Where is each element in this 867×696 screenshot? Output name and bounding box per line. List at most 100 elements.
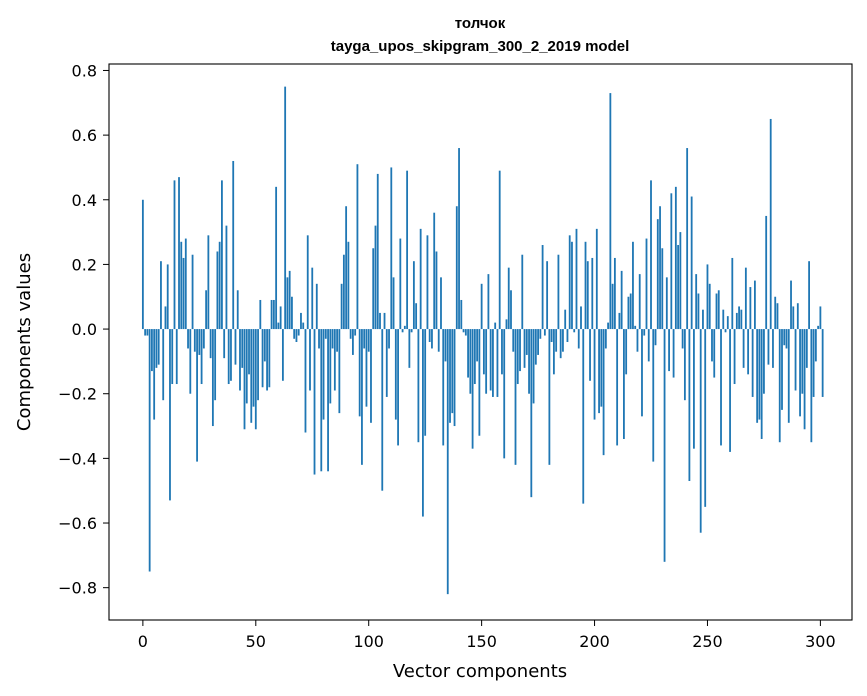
- bar: [688, 329, 691, 481]
- bar: [374, 225, 377, 330]
- bar: [329, 329, 332, 404]
- bar: [363, 329, 366, 349]
- bar: [751, 329, 754, 397]
- bar: [331, 329, 334, 349]
- bar: [419, 228, 422, 330]
- bar: [690, 196, 693, 330]
- bar: [543, 329, 546, 336]
- bar: [507, 267, 510, 330]
- bar: [245, 329, 248, 404]
- bar: [573, 329, 576, 333]
- bar: [354, 329, 357, 336]
- bar: [313, 329, 316, 475]
- bar: [548, 329, 551, 465]
- bar: [207, 235, 210, 330]
- bar: [589, 329, 591, 381]
- bar: [740, 309, 743, 330]
- bar: [277, 322, 280, 330]
- bar: [272, 299, 275, 330]
- bar: [442, 329, 445, 446]
- bar: [162, 329, 165, 401]
- bar: [516, 329, 519, 385]
- bar: [539, 329, 542, 339]
- bar: [577, 329, 580, 349]
- bar: [799, 329, 801, 417]
- bar: [426, 235, 429, 330]
- bar: [198, 329, 201, 355]
- bar: [505, 319, 508, 330]
- y-tick-label: −0.4: [58, 449, 97, 468]
- bar: [794, 329, 797, 391]
- bar: [399, 238, 402, 330]
- bar: [455, 206, 458, 330]
- bar: [243, 329, 246, 430]
- bar: [342, 254, 345, 330]
- bar: [230, 329, 232, 381]
- bar: [510, 290, 512, 330]
- bar: [453, 329, 456, 427]
- bar: [611, 283, 614, 330]
- bar: [575, 228, 578, 330]
- y-axis-label: Components values: [14, 253, 35, 431]
- bar: [270, 299, 273, 330]
- bar: [562, 329, 564, 352]
- bar: [449, 329, 451, 423]
- bar: [397, 329, 399, 446]
- bar: [661, 248, 664, 330]
- bar: [735, 312, 738, 330]
- bar: [659, 206, 661, 330]
- bar: [218, 241, 221, 330]
- bar: [523, 329, 526, 368]
- chart-title-line-2: tayga_upos_skipgram_300_2_2019 model: [331, 38, 630, 55]
- bar: [663, 329, 666, 562]
- bar: [744, 267, 747, 330]
- bar: [613, 257, 616, 330]
- bar: [349, 329, 352, 339]
- bar: [715, 293, 718, 330]
- bar: [821, 329, 824, 397]
- bar: [239, 329, 241, 391]
- bar: [525, 329, 528, 355]
- bar: [724, 329, 727, 333]
- bar: [157, 329, 160, 365]
- bar: [697, 293, 700, 330]
- bar: [774, 296, 777, 330]
- bar: [582, 329, 585, 504]
- y-tick-label: 0.4: [72, 191, 97, 210]
- bar: [747, 329, 750, 375]
- bar: [365, 329, 368, 407]
- bar: [568, 235, 571, 330]
- bar: [412, 261, 415, 330]
- bar: [765, 215, 768, 330]
- bar: [534, 329, 537, 365]
- bar: [394, 329, 397, 420]
- bar: [598, 329, 600, 414]
- x-tick-label: 250: [692, 632, 723, 651]
- bar: [345, 206, 348, 330]
- bar: [469, 329, 472, 394]
- bar: [458, 148, 460, 330]
- bar: [370, 329, 372, 423]
- bar: [620, 270, 623, 330]
- bar: [625, 329, 628, 375]
- bar: [200, 329, 203, 385]
- bar: [322, 329, 325, 420]
- bar: [166, 264, 169, 330]
- bar: [760, 329, 763, 439]
- bar: [729, 329, 731, 452]
- x-axis: 0 50 100 150 200 250 300: [138, 620, 836, 651]
- bar: [602, 329, 605, 456]
- bar: [234, 329, 237, 365]
- x-tick-label: 100: [353, 632, 384, 651]
- bar: [819, 306, 822, 330]
- bar: [749, 287, 752, 330]
- bar: [679, 232, 682, 330]
- bar: [347, 241, 350, 330]
- bar: [480, 283, 483, 330]
- bar: [492, 329, 494, 397]
- bar: [151, 329, 153, 372]
- y-tick-label: 0.2: [72, 255, 97, 274]
- bar: [148, 329, 151, 572]
- bar: [297, 329, 300, 336]
